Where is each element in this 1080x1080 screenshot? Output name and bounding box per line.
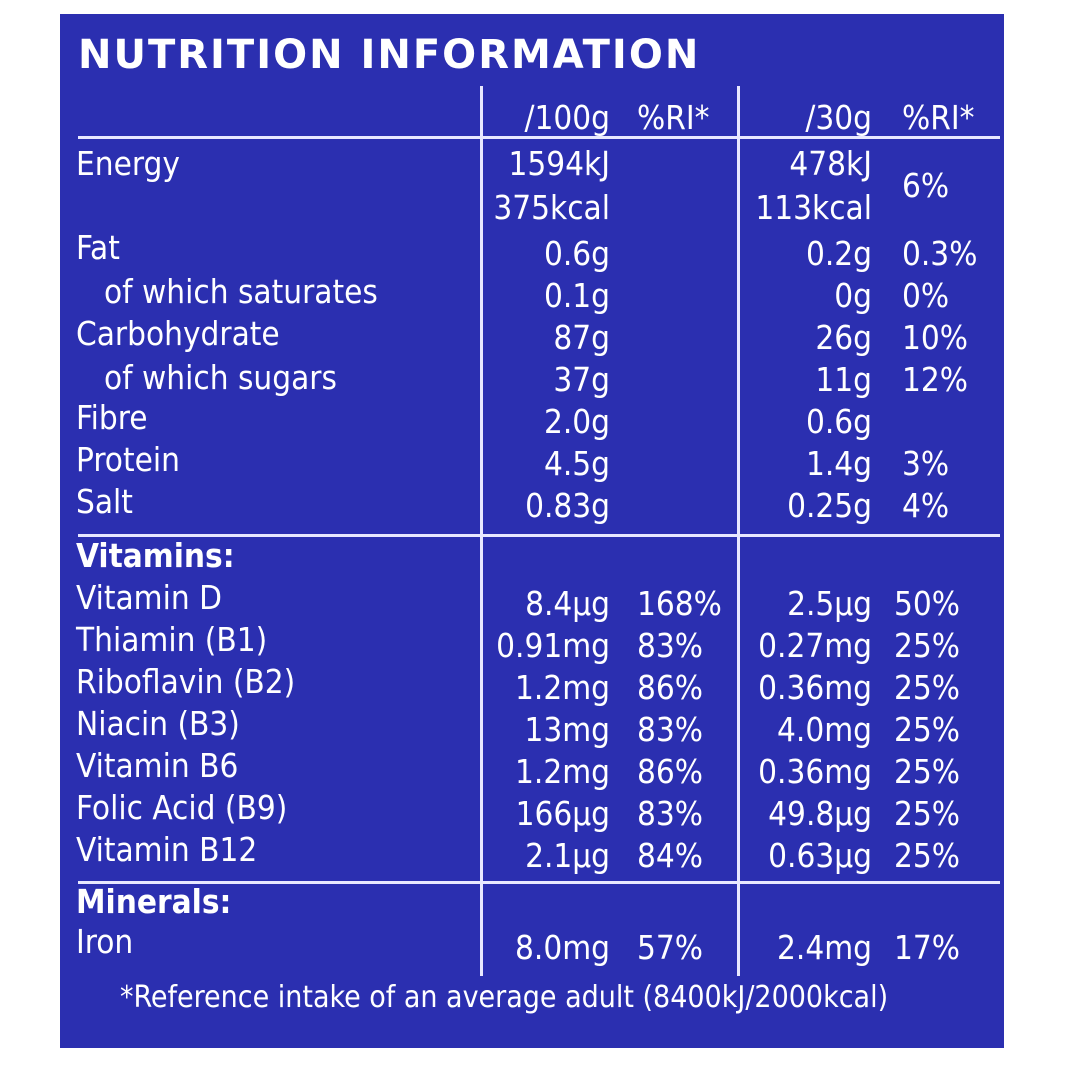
- carbohydrate-ri-per-30g: 10%: [902, 318, 968, 357]
- energy-ri-per-30g: 6%: [902, 166, 950, 205]
- vitamin-ri-per-30g: 25%: [894, 836, 960, 875]
- energy-kcal-per-100g: 375kcal: [493, 188, 610, 227]
- iron-ri-per-30g: 17%: [894, 928, 960, 967]
- panel-title: NUTRITION INFORMATION: [78, 32, 701, 78]
- vitamin-ri-per-30g: 25%: [894, 710, 960, 749]
- vitamin-value-per-30g: 49.8µg: [768, 794, 872, 833]
- vitamin-ri-per-100g: 86%: [637, 668, 703, 707]
- vitamin-ri-per-30g: 25%: [894, 668, 960, 707]
- vitamin-value-per-30g: 0.36mg: [758, 668, 872, 707]
- salt-per-30g: 0.25g: [787, 486, 872, 525]
- iron-per-100g: 8.0mg: [515, 928, 610, 967]
- vitamin-value-per-100g: 1.2mg: [515, 752, 610, 791]
- nutrition-panel: NUTRITION INFORMATION /100g %RI* /30g %R…: [60, 14, 1004, 1048]
- sugars-per-100g: 37g: [553, 360, 610, 399]
- vitamin-ri-per-30g: 25%: [894, 794, 960, 833]
- iron-per-30g: 2.4mg: [777, 928, 872, 967]
- vitamin-label: Thiamin (B1): [76, 620, 268, 659]
- fat-per-100g: 0.6g: [543, 234, 610, 273]
- vitamin-ri-per-30g: 25%: [894, 752, 960, 791]
- carbohydrate-per-30g: 26g: [815, 318, 872, 357]
- vitamin-value-per-30g: 0.36mg: [758, 752, 872, 791]
- column-divider-left: [480, 86, 483, 976]
- vitamin-ri-per-30g: 25%: [894, 626, 960, 665]
- header-per-30g: /30g: [805, 98, 872, 137]
- vitamin-value-per-100g: 0.91mg: [496, 626, 610, 665]
- minerals-heading: Minerals:: [76, 882, 232, 921]
- fat-ri-per-30g: 0.3%: [902, 234, 978, 273]
- vitamin-value-per-100g: 13mg: [524, 710, 610, 749]
- vitamin-label: Riboflavin (B2): [76, 662, 296, 701]
- vitamin-ri-per-100g: 84%: [637, 836, 703, 875]
- header-rule: [78, 136, 1000, 139]
- saturates-per-100g: 0.1g: [543, 276, 610, 315]
- vitamin-ri-per-100g: 168%: [637, 584, 722, 623]
- header-ri-30g: %RI*: [902, 98, 975, 137]
- row-label-saturates: of which saturates: [104, 272, 378, 311]
- iron-ri-per-100g: 57%: [637, 928, 703, 967]
- vitamin-value-per-30g: 4.0mg: [777, 710, 872, 749]
- saturates-ri-per-30g: 0%: [902, 276, 950, 315]
- vitamin-value-per-30g: 0.27mg: [758, 626, 872, 665]
- row-label-sugars: of which sugars: [104, 358, 337, 397]
- salt-per-100g: 0.83g: [525, 486, 610, 525]
- fat-per-30g: 0.2g: [805, 234, 872, 273]
- row-label-protein: Protein: [76, 440, 180, 479]
- vitamin-label: Niacin (B3): [76, 704, 240, 743]
- vitamin-value-per-30g: 0.63µg: [768, 836, 872, 875]
- vitamin-value-per-100g: 1.2mg: [515, 668, 610, 707]
- vitamin-label: Folic Acid (B9): [76, 788, 288, 827]
- mineral-label-iron: Iron: [76, 922, 134, 961]
- vitamin-ri-per-100g: 83%: [637, 794, 703, 833]
- vitamin-ri-per-100g: 83%: [637, 710, 703, 749]
- vitamin-label: Vitamin B6: [76, 746, 239, 785]
- vitamin-value-per-100g: 166µg: [515, 794, 610, 833]
- vitamin-value-per-100g: 8.4µg: [525, 584, 610, 623]
- energy-kcal-per-30g: 113kcal: [755, 188, 872, 227]
- row-label-carbohydrate: Carbohydrate: [76, 314, 280, 353]
- vitamin-label: Vitamin D: [76, 578, 222, 617]
- row-label-salt: Salt: [76, 482, 133, 521]
- carbohydrate-per-100g: 87g: [553, 318, 610, 357]
- header-ri-100g: %RI*: [637, 98, 710, 137]
- vitamin-value-per-30g: 2.5µg: [787, 584, 872, 623]
- vitamin-ri-per-100g: 83%: [637, 626, 703, 665]
- vitamins-heading: Vitamins:: [76, 536, 235, 575]
- minerals-rule: [78, 881, 1000, 884]
- protein-per-100g: 4.5g: [543, 444, 610, 483]
- fibre-per-100g: 2.0g: [543, 402, 610, 441]
- column-divider-right: [737, 86, 740, 976]
- salt-ri-per-30g: 4%: [902, 486, 950, 525]
- row-label-energy: Energy: [76, 144, 180, 183]
- vitamin-ri-per-30g: 50%: [894, 584, 960, 623]
- reference-intake-footnote: *Reference intake of an average adult (8…: [120, 980, 889, 1015]
- sugars-per-30g: 11g: [815, 360, 872, 399]
- vitamin-label: Vitamin B12: [76, 830, 258, 869]
- fibre-per-30g: 0.6g: [805, 402, 872, 441]
- protein-per-30g: 1.4g: [805, 444, 872, 483]
- energy-kj-per-100g: 1594kJ: [508, 144, 610, 183]
- row-label-fat: Fat: [76, 228, 120, 267]
- vitamin-value-per-100g: 2.1µg: [525, 836, 610, 875]
- vitamins-rule: [78, 534, 1000, 537]
- row-label-fibre: Fibre: [76, 398, 148, 437]
- saturates-per-30g: 0g: [834, 276, 872, 315]
- energy-kj-per-30g: 478kJ: [789, 144, 872, 183]
- vitamin-ri-per-100g: 86%: [637, 752, 703, 791]
- header-per-100g: /100g: [524, 98, 610, 137]
- sugars-ri-per-30g: 12%: [902, 360, 968, 399]
- protein-ri-per-30g: 3%: [902, 444, 950, 483]
